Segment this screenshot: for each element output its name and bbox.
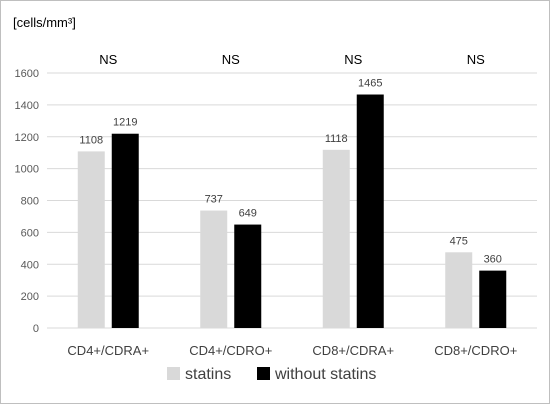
y-tick-label: 200 [21, 291, 39, 303]
significance-label: NS [222, 52, 240, 67]
y-axis-ticks: 0 200 400 600 800 1000 1200 1400 1600 [15, 68, 39, 335]
legend-statins-label: statins [185, 366, 231, 383]
y-tick-label: 1000 [15, 164, 39, 176]
data-label: 1118 [325, 133, 348, 145]
significance-labels: NS NS NS NS [99, 52, 485, 67]
significance-label: NS [344, 52, 362, 67]
legend-without-statins-swatch [257, 367, 270, 380]
x-category-label: CD4+/CDRA+ [67, 343, 149, 358]
bar-without-statins [479, 270, 507, 328]
x-category-label: CD8+/CDRO+ [434, 343, 517, 358]
bar-statins [77, 151, 105, 328]
y-tick-label: 1600 [15, 68, 39, 80]
data-label: 737 [205, 194, 223, 206]
y-tick-label: 400 [21, 259, 39, 271]
legend: statins without statins [167, 366, 376, 383]
y-tick-label: 1400 [15, 100, 39, 112]
x-axis-categories: CD4+/CDRA+ CD4+/CDRO+ CD8+/CDRA+ CD8+/CDRO+ [67, 343, 517, 358]
bar-statins [445, 252, 473, 328]
x-category-label: CD8+/CDRA+ [312, 343, 394, 358]
bar-without-statins [234, 224, 262, 328]
y-tick-label: 1200 [15, 132, 39, 144]
data-label: 475 [450, 235, 468, 247]
unit-label: [cells/mm³] [13, 15, 76, 30]
data-label: 1219 [113, 117, 137, 129]
legend-statins-swatch [167, 367, 180, 380]
bar-statins [200, 210, 228, 328]
data-labels: 1108 1219 737 649 1118 1465 475 360 [79, 78, 502, 266]
significance-label: NS [99, 52, 117, 67]
y-tick-label: 800 [21, 196, 39, 208]
data-label: 649 [239, 208, 257, 220]
bar-without-statins [356, 94, 384, 328]
y-tick-label: 600 [21, 227, 39, 239]
data-label: 1108 [79, 134, 103, 146]
legend-without-statins-label: without statins [274, 366, 376, 383]
bars [77, 94, 507, 328]
bar-without-statins [111, 133, 139, 328]
data-label: 1465 [358, 78, 382, 90]
data-label: 360 [484, 254, 502, 266]
x-category-label: CD4+/CDRO+ [189, 343, 272, 358]
significance-label: NS [467, 52, 485, 67]
y-tick-label: 0 [33, 323, 39, 335]
bar-statins [322, 149, 350, 328]
